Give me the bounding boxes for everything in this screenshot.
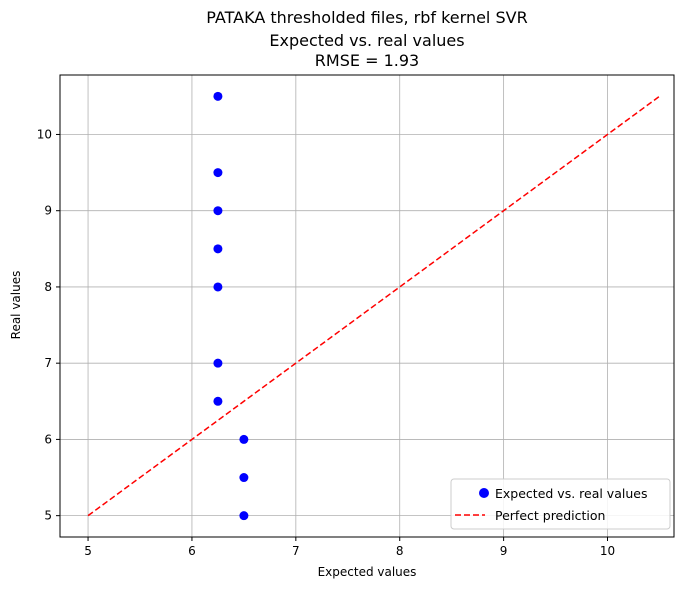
legend-box	[450, 478, 671, 530]
scatter-points	[213, 91, 249, 521]
title-line-3: RMSE = 1.93	[315, 51, 419, 70]
title-line-1: PATAKA thresholded files, rbf kernel SVR	[206, 8, 527, 27]
legend-marker-scatter	[479, 488, 489, 498]
y-tick-label: 7	[44, 356, 52, 370]
scatter-point	[213, 244, 223, 254]
scatter-point	[213, 396, 223, 406]
legend-label-line: Perfect prediction	[495, 508, 605, 523]
y-tick-label: 8	[44, 280, 52, 294]
x-tick-label: 10	[600, 544, 615, 558]
scatter-point	[239, 473, 249, 483]
y-tick-label: 10	[37, 127, 52, 141]
grid	[60, 75, 674, 537]
x-tick-label: 9	[500, 544, 508, 558]
x-tick-label: 8	[396, 544, 404, 558]
scatter-point	[213, 168, 223, 178]
scatter-point	[213, 358, 223, 368]
x-tick-label: 7	[292, 544, 300, 558]
perfect-prediction-line-layer	[87, 95, 660, 517]
axis-ticks: 5 6 7 8 9 10 5 6 7 8 9 10	[37, 127, 615, 558]
legend: Expected vs. real values Perfect predict…	[450, 478, 671, 530]
legend-label-scatter: Expected vs. real values	[495, 486, 647, 501]
y-tick-label: 5	[44, 509, 52, 523]
y-tick-label: 9	[44, 204, 52, 218]
perfect-prediction-line	[87, 95, 660, 517]
scatter-point	[239, 511, 249, 521]
y-tick-label: 6	[44, 432, 52, 446]
x-tick-label: 6	[188, 544, 196, 558]
chart-title: PATAKA thresholded files, rbf kernel SVR…	[206, 8, 527, 70]
scatter-point	[213, 91, 223, 101]
x-axis-label: Expected values	[318, 565, 417, 579]
title-line-2: Expected vs. real values	[269, 31, 464, 50]
scatter-point	[239, 434, 249, 444]
plot-area-frame	[59, 74, 675, 538]
scatter-point	[213, 206, 223, 216]
y-axis-label: Real values	[9, 271, 23, 340]
scatter-point	[213, 282, 223, 292]
x-tick-label: 5	[84, 544, 92, 558]
